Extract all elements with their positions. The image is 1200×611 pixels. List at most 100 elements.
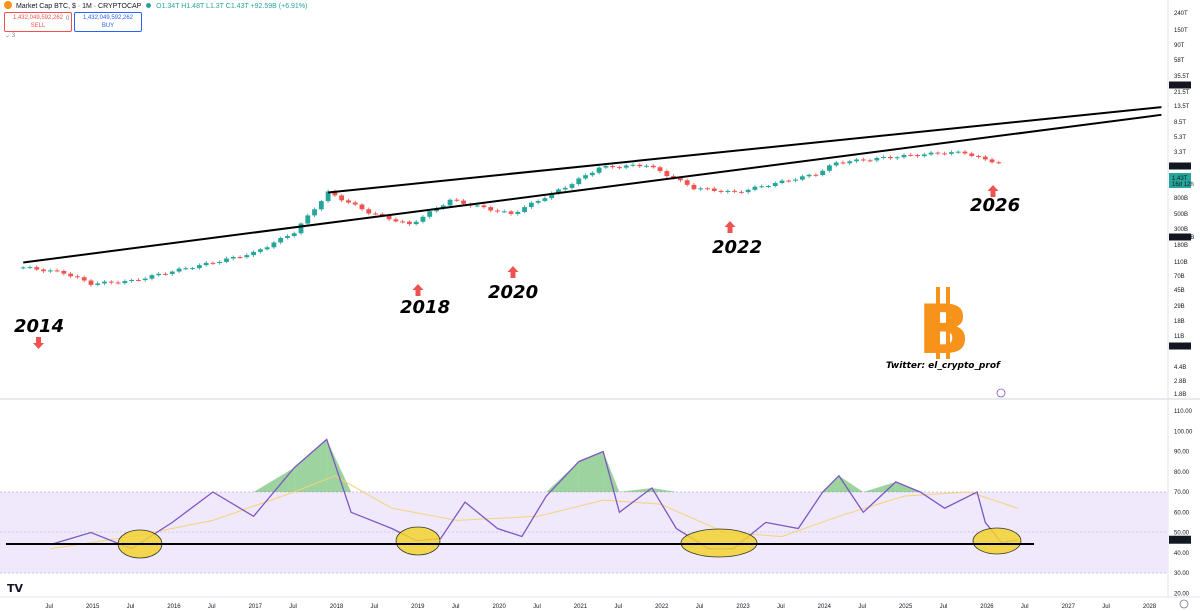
candle-body — [285, 235, 290, 238]
rsi-line — [50, 438, 1018, 550]
candle-body — [650, 165, 656, 168]
indicator-count: 3 — [11, 33, 16, 39]
rsi-overbought-fill — [294, 439, 327, 492]
candle-body — [312, 209, 317, 216]
candle-body — [779, 180, 785, 184]
price-axis-label: 70B — [1174, 274, 1185, 280]
candle-body — [407, 221, 412, 225]
candle-body — [610, 166, 616, 168]
candle-body — [874, 157, 880, 161]
buy-button[interactable]: 1,432,049,592,262 BUY — [74, 12, 142, 32]
price-axis-label: 1.8B — [1174, 392, 1186, 398]
candle-body — [217, 261, 223, 264]
rsi-overbought-fill — [619, 487, 652, 492]
candle-body — [617, 167, 622, 169]
indicators-collapse-toggle[interactable]: ⌄ 3 — [5, 33, 16, 39]
candle-body — [664, 171, 670, 177]
tradingview-logo[interactable]: TV — [7, 582, 24, 595]
price-axis-label: 45B — [1174, 288, 1185, 294]
countdown: 16d 12h — [1172, 182, 1194, 188]
market-status-icon — [146, 3, 152, 8]
chart-settings-icon[interactable] — [1179, 599, 1189, 609]
price-axis-label: 2.8B — [1174, 379, 1186, 385]
time-axis-label: Jul — [1102, 604, 1110, 610]
price-axis-label: 300B — [1174, 227, 1188, 233]
time-axis-label: Jul — [777, 604, 785, 610]
candle-body — [203, 262, 209, 266]
price-axis-label: 500B — [1174, 212, 1188, 218]
price-axis-label: 18B — [1174, 319, 1185, 325]
candle-body — [440, 205, 446, 209]
price-axis[interactable]: 240T 150T 90T 58T 35.5T 21.5T 13.5T 8.5T 5.3T 3.3… — [1169, 11, 1194, 398]
candle-body — [88, 280, 94, 285]
candle-body — [75, 276, 80, 278]
buy-price: 1,432,049,592,262 — [82, 15, 134, 21]
annotation-arrows — [33, 185, 999, 349]
channel-line — [23, 113, 1162, 264]
time-axis-label: 2028 — [1143, 604, 1157, 610]
candle-body — [108, 281, 114, 283]
candle-body — [190, 268, 195, 270]
candle-body — [827, 165, 832, 171]
rsi-axis-label: 80.00 — [1174, 470, 1190, 476]
symbol-title[interactable]: Market Cap BTC, $ · 1M · CRYPTOCAP — [15, 3, 142, 10]
time-axis-label: Jul — [127, 604, 135, 610]
rsi-axis[interactable]: 110.00 100.00 90.00 80.00 70.00 60.00 50.00 40.… — [1169, 409, 1193, 597]
candle-body — [501, 211, 507, 213]
time-axis-label: Jul — [208, 604, 216, 610]
candle-body — [224, 258, 229, 262]
time-axis[interactable]: Jul 2015 Jul 2016 Jul 2017 Jul 2018 Jul 2019 Jul 20… — [45, 604, 1157, 610]
candle-body — [81, 277, 87, 281]
price-marker-7-84b-bg — [1169, 342, 1191, 350]
candle-body — [237, 256, 243, 258]
candle-body — [589, 172, 595, 176]
candle-body — [461, 200, 466, 204]
rsi-overbought-fill — [578, 451, 604, 492]
rsi-overbought-fill — [603, 451, 620, 492]
rsi-overbought-fill — [253, 467, 295, 492]
candle-body — [556, 189, 561, 193]
chart-header: Market Cap BTC, $ · 1M · CRYPTOCAP O1.34… — [4, 1, 307, 10]
rsi-overbought-fill — [838, 475, 864, 492]
price-axis-label: 8.5T — [1174, 120, 1186, 126]
rsi-highlight-2019 — [395, 526, 441, 556]
sell-button[interactable]: 1,432,049,592,262 SELL — [4, 12, 72, 32]
candle-body — [257, 249, 263, 252]
candle-body — [495, 210, 500, 212]
candle-body — [799, 176, 805, 180]
candle-body — [420, 216, 426, 222]
time-axis-label: 2025 — [899, 604, 913, 610]
candle-body — [847, 161, 853, 164]
candle-body — [942, 153, 948, 155]
candle-body — [766, 186, 771, 188]
go-to-realtime-icon[interactable] — [996, 388, 1006, 398]
spread-value: 0 — [66, 16, 70, 22]
bitcoin-symbol-icon: B — [918, 287, 970, 370]
candle-body — [684, 180, 690, 185]
time-axis-label: 2024 — [818, 604, 832, 610]
rsi-axis-label: 40.00 — [1174, 551, 1190, 557]
candle-body — [935, 152, 941, 154]
candle-body — [95, 283, 101, 285]
candle-body — [569, 184, 575, 188]
price-axis-label: 110B — [1174, 260, 1188, 266]
candle-body — [772, 183, 778, 187]
candle-body — [474, 205, 480, 207]
price-axis-label: 29B — [1174, 304, 1185, 310]
price-axis-label: 5.3T — [1174, 135, 1186, 141]
candle-body — [549, 192, 555, 199]
candle-body — [508, 211, 514, 214]
price-axis-label: 21.5T — [1174, 90, 1190, 96]
candle-body — [949, 152, 954, 154]
candle-body — [481, 205, 487, 208]
candle-body — [325, 191, 331, 202]
candle-body — [915, 155, 920, 157]
candle-body — [637, 164, 643, 167]
price-marker-2-13t-bg — [1169, 162, 1191, 170]
time-axis-label: 2017 — [249, 604, 263, 610]
rsi-axis-label: 50.00 — [1174, 531, 1190, 537]
candle-body — [596, 167, 602, 173]
candle-body — [393, 219, 399, 222]
